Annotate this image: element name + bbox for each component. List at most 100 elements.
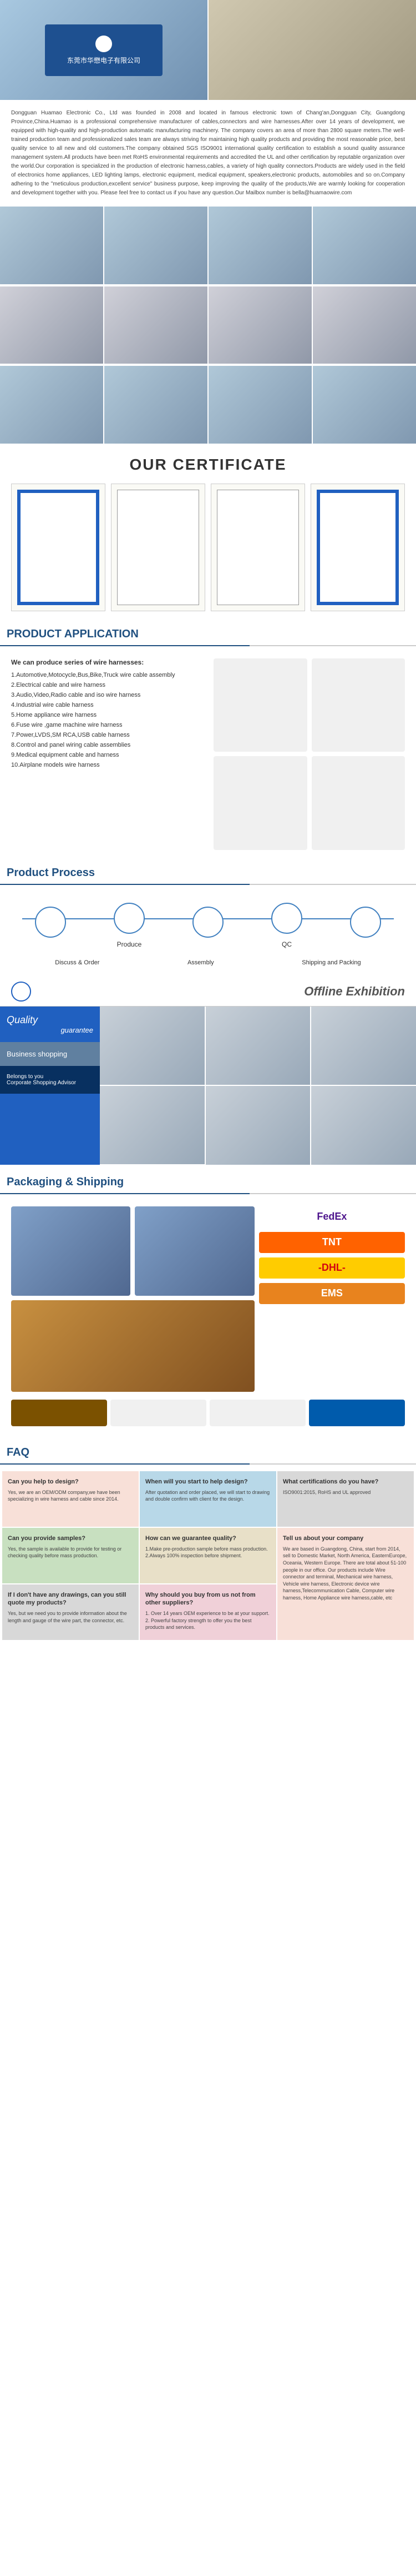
faq-answer: Yes, we are an OEM/ODM company,we have b… xyxy=(8,1489,133,1503)
certificate-item xyxy=(111,484,205,611)
flow-label: Discuss & Order xyxy=(55,959,99,966)
product-list-item: 8.Control and panel wiring cable assembl… xyxy=(11,742,202,748)
product-image xyxy=(312,658,405,752)
certificate-title: OUR CERTIFICATE xyxy=(0,446,416,478)
product-list-item: 2.Electrical cable and wire harness xyxy=(11,682,202,688)
faq-question: What certifications do you have? xyxy=(283,1478,408,1486)
product-list-item: 4.Industrial wire cable harness xyxy=(11,702,202,708)
flow-icon xyxy=(35,907,66,938)
exhibition-photo xyxy=(206,1007,311,1085)
product-image xyxy=(214,658,307,752)
ship-image-truck xyxy=(11,1300,255,1392)
certificate-item xyxy=(311,484,405,611)
faq-answer: After quotation and order placed, we wil… xyxy=(145,1489,271,1503)
product-list-intro: We can produce series of wire harnesses: xyxy=(11,658,202,666)
faq-answer: 1. Over 14 years OEM experience to be at… xyxy=(145,1610,271,1631)
shipping-logo: TNT xyxy=(259,1232,405,1253)
factory-photo xyxy=(104,207,207,284)
company-sign-text: 东莞市华懋电子有限公司 xyxy=(67,56,140,65)
ups-logo-icon xyxy=(11,1400,107,1426)
shipping-logos: FedEx TNT -DHL- EMS xyxy=(259,1206,405,1304)
product-application: We can produce series of wire harnesses:… xyxy=(0,653,416,856)
factory-photos-2 xyxy=(0,286,416,364)
flow-step: Produce xyxy=(90,903,169,948)
shipping-logo: -DHL- xyxy=(259,1257,405,1279)
faq-item: Why should you buy from us not from othe… xyxy=(140,1584,276,1640)
company-sign: 东莞市华懋电子有限公司 xyxy=(45,24,163,76)
exhibition-photo xyxy=(311,1007,416,1085)
quality-block: Quality guarantee xyxy=(0,1007,100,1042)
factory-photo xyxy=(0,366,103,444)
business-block: Business shopping xyxy=(0,1042,100,1066)
product-list-item: 9.Medical equipment cable and harness xyxy=(11,752,202,758)
shipping-logos-small xyxy=(0,1397,416,1435)
offline-title: Offline Exhibition xyxy=(304,984,405,999)
shipping-logo: FedEx xyxy=(259,1206,405,1227)
product-list-item: 1.Automotive,Motocycle,Bus,Bike,Truck wi… xyxy=(11,672,202,678)
exhibition-photo xyxy=(100,1086,205,1164)
shipping-row: FedEx TNT -DHL- EMS xyxy=(0,1201,416,1397)
flow-icon xyxy=(114,903,145,934)
cosco-logo-icon xyxy=(309,1400,405,1426)
exhibition-photo xyxy=(311,1086,416,1165)
sf-logo-icon xyxy=(110,1400,206,1426)
exhibition-photo xyxy=(100,1007,205,1085)
faq-title: FAQ xyxy=(0,1442,416,1465)
offline-grid xyxy=(100,1007,416,1165)
faq-answer: ISO9001:2015, RoHS and UL approved xyxy=(283,1489,408,1496)
hero-images: 东莞市华懋电子有限公司 xyxy=(0,0,416,100)
machine-photo xyxy=(209,286,312,364)
flow-step: QC xyxy=(247,903,326,948)
faq-question: Can you help to design? xyxy=(8,1478,133,1486)
hero-warehouse xyxy=(209,0,416,100)
faq-item: Tell us about your companyWe are based i… xyxy=(277,1528,414,1640)
flow-step xyxy=(169,907,247,944)
machine-photo xyxy=(104,286,207,364)
product-list-item: 6.Fuse wire ,game machine wire harness xyxy=(11,722,202,728)
flow-step xyxy=(326,907,405,944)
flow-label: Shipping and Packing xyxy=(302,959,361,966)
machine-photo xyxy=(313,286,416,364)
faq-question: How can we guarantee quality? xyxy=(145,1534,271,1542)
faq-question: Tell us about your company xyxy=(283,1534,408,1542)
factory-photos-3 xyxy=(0,366,416,444)
faq-item: If I don't have any drawings, can you st… xyxy=(2,1584,139,1640)
product-list-item: 7.Power,LVDS,SM RCA,USB cable harness xyxy=(11,732,202,738)
offline-header: Offline Exhibition xyxy=(0,977,416,1007)
process-flow: Produce QC xyxy=(0,892,416,959)
factory-photo xyxy=(104,366,207,444)
factory-photo xyxy=(0,207,103,284)
product-image xyxy=(312,756,405,850)
ship-image-boat xyxy=(135,1206,254,1296)
offline-body: Quality guarantee Business shopping Belo… xyxy=(0,1007,416,1165)
factory-photo xyxy=(209,366,312,444)
product-list: We can produce series of wire harnesses:… xyxy=(11,658,202,850)
product-list-item: 3.Audio,Video,Radio cable and iso wire h… xyxy=(11,692,202,698)
faq-item: When will you start to help design?After… xyxy=(140,1471,276,1527)
factory-photo xyxy=(209,207,312,284)
faq-answer: Yes, the sample is available to provide … xyxy=(8,1546,133,1559)
factory-photos-1 xyxy=(0,207,416,284)
faq-grid: Can you help to design? Yes, we are an OE… xyxy=(0,1471,416,1651)
factory-photo xyxy=(313,366,416,444)
ship-image-plane xyxy=(11,1206,130,1296)
certificate-item xyxy=(11,484,105,611)
faq-item: How can we guarantee quality? 1.Make pre-… xyxy=(140,1528,276,1583)
flow-label: Assembly xyxy=(187,959,214,966)
flow-labels: Discuss & Order Assembly Shipping and Pa… xyxy=(0,959,416,977)
shipping-logo: EMS xyxy=(259,1283,405,1304)
flow-icon xyxy=(350,907,381,938)
belongs-block: Belongs to you Corporate Shopping Adviso… xyxy=(0,1066,100,1094)
packaging-title: Packaging & Shipping xyxy=(0,1171,416,1194)
faq-question: Why should you buy from us not from othe… xyxy=(145,1591,271,1607)
faq-item: Can you help to design? Yes, we are an OE… xyxy=(2,1471,139,1527)
hero-office: 东莞市华懋电子有限公司 xyxy=(0,0,207,100)
faq-answer: Yes, but we need you to provide informat… xyxy=(8,1610,133,1624)
faq-question: Can you provide samples? xyxy=(8,1534,133,1542)
exhibition-photo xyxy=(206,1086,311,1165)
faq-answer: 1.Make pre-production sample before mass… xyxy=(145,1546,271,1559)
product-images xyxy=(214,658,405,850)
company-logo-icon xyxy=(95,36,112,52)
product-app-title: PRODUCT APPLICATION xyxy=(0,623,416,646)
faq-item: Can you provide samples? Yes, the sample … xyxy=(2,1528,139,1583)
